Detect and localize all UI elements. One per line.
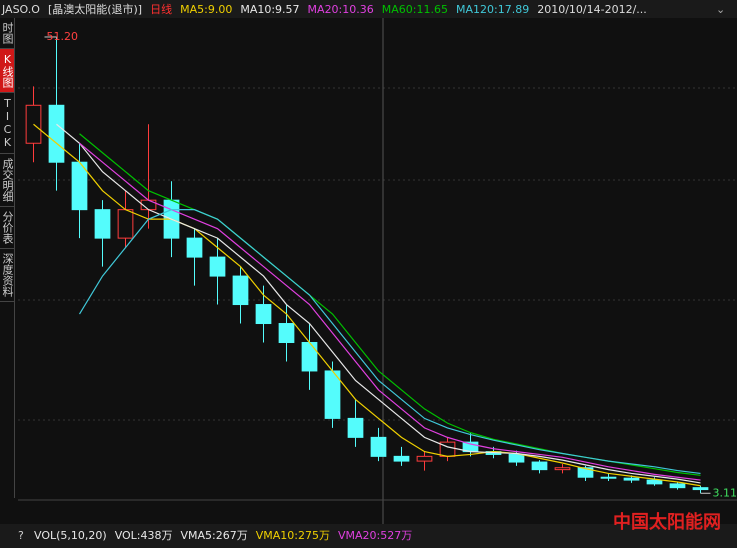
header-text: [晶澳太阳能(退市)] [48, 2, 142, 16]
candle-body [623, 477, 640, 481]
header-text: MA60:11.65 [382, 3, 448, 16]
volume-legend: VMA5:267万 [181, 529, 248, 542]
volume-legend: VOL:438万 [115, 529, 173, 542]
candle-body [508, 453, 525, 463]
candle-body [48, 104, 65, 163]
sidebar-tab[interactable]: K线图 [0, 49, 14, 93]
volume-legend: VMA10:275万 [256, 529, 330, 542]
candle-body [278, 323, 295, 343]
candle-body [416, 455, 433, 462]
header-text: MA120:17.89 [456, 3, 529, 16]
candle-body [669, 483, 686, 489]
ma-line [79, 142, 701, 481]
header-text: MA10:9.57 [240, 3, 299, 16]
sidebar-tab[interactable]: 深度资料 [0, 249, 14, 302]
marker-label: 51.20 [47, 30, 79, 43]
header-text: MA20:10.36 [308, 3, 374, 16]
header-text: JASO.O [1, 3, 40, 16]
candle-body [692, 487, 709, 491]
header-bar [0, 0, 737, 18]
candle-body [370, 436, 387, 457]
help-icon[interactable]: ? [18, 529, 24, 542]
sidebar: 时图 K线图 TICK 成交明细 分价表 深度资料 [0, 18, 15, 498]
candle-body [209, 256, 226, 277]
marker-label: 3.11 [713, 486, 737, 499]
candle-body [554, 467, 571, 471]
header-text: 日线 [150, 2, 172, 16]
sidebar-tab[interactable]: TICK [0, 93, 14, 154]
icon[interactable]: ⌄ [716, 3, 725, 16]
ma-line [33, 123, 701, 487]
header-text: MA5:9.00 [180, 3, 232, 16]
candle-body [232, 275, 249, 306]
candle-body [117, 209, 134, 239]
candle-body [600, 476, 617, 479]
candle-body [94, 209, 111, 239]
candle-body [347, 417, 364, 438]
candle-body [646, 479, 663, 485]
volume-legend: VMA20:527万 [338, 529, 412, 542]
sidebar-tab[interactable]: 成交明细 [0, 154, 14, 207]
sidebar-tab[interactable]: 时图 [0, 18, 14, 49]
watermark: 中国太阳能网 [613, 512, 721, 533]
footer-bar [0, 524, 737, 548]
ma-line [56, 123, 701, 484]
volume-legend: VOL(5,10,20) [34, 529, 107, 542]
candle-body [255, 304, 272, 325]
candle-body [301, 341, 318, 372]
candle-body [531, 461, 548, 471]
candle-body [577, 467, 594, 478]
ma-line [79, 133, 701, 476]
ma-line [78, 209, 701, 475]
header-text: 2010/10/14-2012/... [537, 3, 647, 16]
candle-body [186, 237, 203, 258]
sidebar-tab[interactable]: 分价表 [0, 207, 14, 249]
candle-body [393, 455, 410, 462]
